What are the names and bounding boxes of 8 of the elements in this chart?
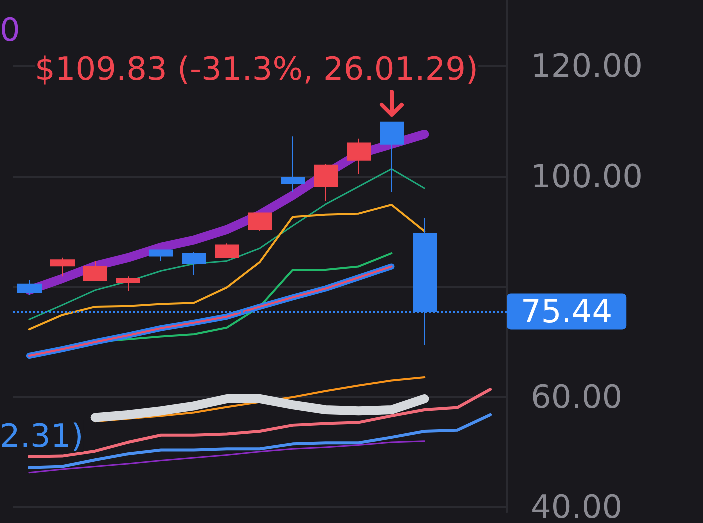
annotation: 2.31)	[0, 417, 84, 455]
annotation: 0	[0, 11, 20, 49]
y-tick-label: 40.00	[531, 488, 623, 523]
y-tick-label: 120.00	[531, 47, 643, 86]
annotation: $109.83 (-31.3%, 26.01.29)	[35, 50, 479, 88]
y-tick-label: 60.00	[531, 378, 623, 416]
ref-line-label: 75.44	[521, 292, 613, 331]
y-tick-label: 100.00	[531, 157, 643, 196]
